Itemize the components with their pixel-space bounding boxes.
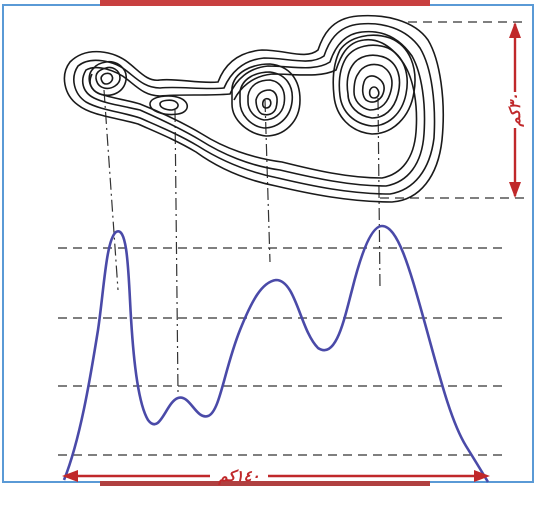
height-arrow-down-icon — [509, 182, 521, 198]
extent-lines — [380, 21, 528, 199]
width-arrow-right-icon — [474, 470, 490, 482]
contour-lines-icon — [63, 14, 445, 203]
height-dimension: ٣٠كم — [506, 22, 524, 198]
outer-border — [2, 4, 534, 483]
width-arrow-left-icon — [62, 470, 78, 482]
elevation-profile-curve — [62, 224, 490, 483]
width-dimension-label: ١٤٠كم — [217, 467, 259, 485]
top-accent-bar — [100, 0, 430, 6]
bottom-accent-bar — [100, 481, 430, 486]
projection-line-peak-1 — [103, 89, 119, 291]
projection-line-peak-2 — [264, 99, 271, 263]
width-dimension: ١٤٠كم — [62, 467, 490, 485]
projection-line-saddle — [174, 109, 179, 393]
height-dimension-label: ٣٠كم — [506, 93, 524, 127]
height-arrow-up-icon — [509, 22, 521, 38]
